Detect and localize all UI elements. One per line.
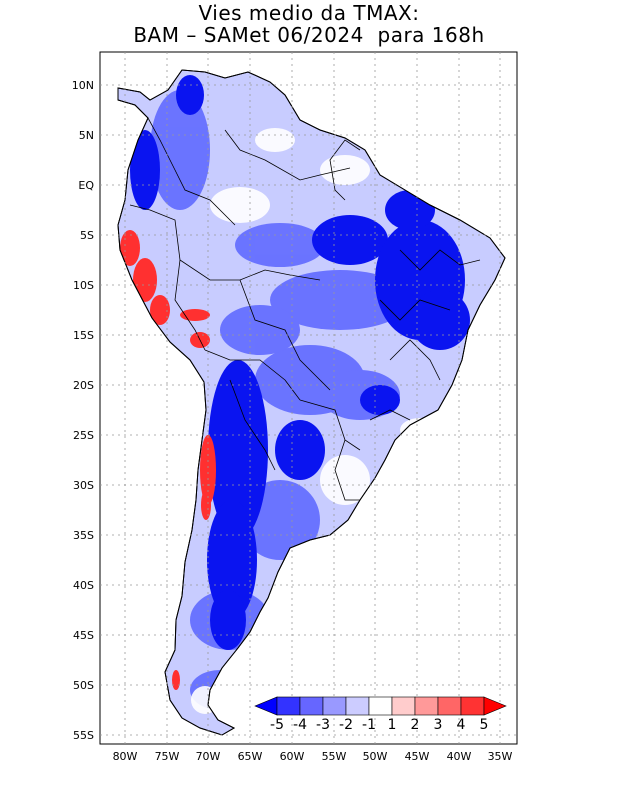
lat-label-50s: 50S xyxy=(73,679,94,692)
colorbar-label-minus-2: -2 xyxy=(339,717,353,733)
lat-label-5n: 5N xyxy=(79,129,94,142)
colorbar-swatch-5 xyxy=(368,696,393,716)
colorbar-label-minus-5: -5 xyxy=(270,717,284,733)
country-borders xyxy=(129,117,481,501)
map-title: Vies medio da TMAX: BAM – SAMet 06/2024 … xyxy=(0,2,618,46)
lat-label-15s: 15S xyxy=(73,329,94,342)
lon-label-80w: 80W xyxy=(113,750,138,763)
lon-label-35w: 35W xyxy=(488,750,513,763)
lat-label-40s: 40S xyxy=(73,579,94,592)
colorbar-swatch-2 xyxy=(299,696,324,716)
colorbar-swatch-4 xyxy=(345,696,370,716)
colorbar-label-minus-4: -4 xyxy=(293,717,307,733)
lat-label-55s: 55S xyxy=(73,729,94,742)
colorbar-right-arrow xyxy=(483,696,507,716)
colorbar: -5 -4 -3 -2 -1 1 2 3 4 5 xyxy=(254,696,507,733)
lat-label-20s: 20S xyxy=(73,379,94,392)
lon-label-40w: 40W xyxy=(447,750,472,763)
colorbar-label-minus-3: -3 xyxy=(316,717,330,733)
colorbar-label-2: 2 xyxy=(411,717,420,733)
colorbar-label-3: 3 xyxy=(434,717,443,733)
lon-label-70w: 70W xyxy=(196,750,221,763)
graticule xyxy=(100,52,517,744)
lon-label-75w: 75W xyxy=(155,750,180,763)
colorbar-swatch-3 xyxy=(322,696,347,716)
lat-label-45s: 45S xyxy=(73,629,94,642)
colorbar-swatch-7 xyxy=(414,696,439,716)
lat-label-10n: 10N xyxy=(72,79,94,92)
continent-outline xyxy=(117,69,506,736)
lat-label-35s: 35S xyxy=(73,529,94,542)
colorbar-label-5: 5 xyxy=(480,717,489,733)
positive-bias-areas xyxy=(120,230,216,690)
colorbar-swatch-8 xyxy=(437,696,462,716)
colorbar-swatch-6 xyxy=(391,696,416,716)
latitude-labels: 10N 5N EQ 5S 10S 15S 20S 25S 30S 35S 40S… xyxy=(72,79,95,742)
lon-label-55w: 55W xyxy=(322,750,347,763)
lon-label-65w: 65W xyxy=(238,750,263,763)
colorbar-swatch-9 xyxy=(460,696,485,716)
strong-negative-bias-areas xyxy=(130,75,470,650)
title-line-1: Vies medio da TMAX: xyxy=(198,1,420,25)
lat-label-10s: 10S xyxy=(73,279,94,292)
lon-label-45w: 45W xyxy=(405,750,430,763)
lat-label-eq: EQ xyxy=(78,179,94,192)
lat-label-5s: 5S xyxy=(80,229,94,242)
lon-label-50w: 50W xyxy=(363,750,388,763)
colorbar-label-1: 1 xyxy=(388,717,397,733)
lon-label-60w: 60W xyxy=(280,750,305,763)
longitude-labels: 80W 75W 70W 65W 60W 55W 50W 45W 40W 35W xyxy=(113,750,513,763)
colorbar-label-4: 4 xyxy=(457,717,466,733)
colorbar-label-minus-1: -1 xyxy=(362,717,376,733)
lat-label-30s: 30S xyxy=(73,479,94,492)
colorbar-swatch-1 xyxy=(276,696,301,716)
lat-label-25s: 25S xyxy=(73,429,94,442)
title-line-2: BAM – SAMet 06/2024 para 168h xyxy=(133,23,485,47)
